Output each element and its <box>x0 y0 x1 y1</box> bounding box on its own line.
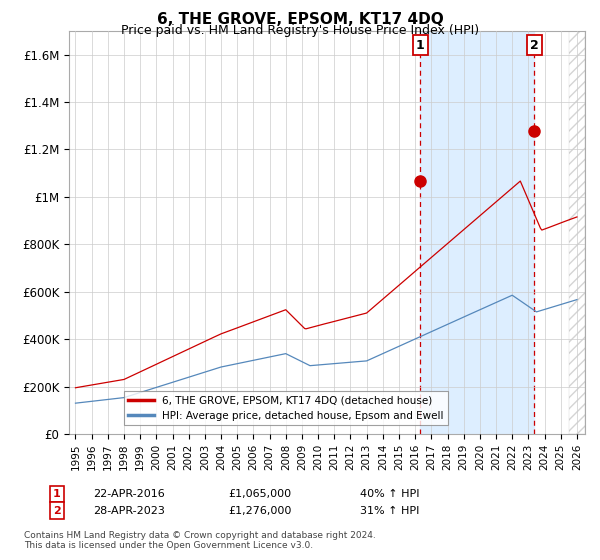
Text: 1: 1 <box>53 489 61 499</box>
Text: £1,065,000: £1,065,000 <box>228 489 291 499</box>
Bar <box>569 31 585 434</box>
Text: 31% ↑ HPI: 31% ↑ HPI <box>360 506 419 516</box>
Text: 1: 1 <box>416 39 424 52</box>
Text: 2: 2 <box>530 39 538 52</box>
Bar <box>420 31 534 434</box>
Bar <box>569 31 585 434</box>
Text: Contains HM Land Registry data © Crown copyright and database right 2024.
This d: Contains HM Land Registry data © Crown c… <box>24 530 376 550</box>
Text: 28-APR-2023: 28-APR-2023 <box>93 506 165 516</box>
Text: £1,276,000: £1,276,000 <box>228 506 292 516</box>
Text: 2: 2 <box>53 506 61 516</box>
Text: 6, THE GROVE, EPSOM, KT17 4DQ: 6, THE GROVE, EPSOM, KT17 4DQ <box>157 12 443 27</box>
Text: 40% ↑ HPI: 40% ↑ HPI <box>360 489 419 499</box>
Legend: 6, THE GROVE, EPSOM, KT17 4DQ (detached house), HPI: Average price, detached hou: 6, THE GROVE, EPSOM, KT17 4DQ (detached … <box>124 391 448 424</box>
Text: 22-APR-2016: 22-APR-2016 <box>93 489 165 499</box>
Text: Price paid vs. HM Land Registry's House Price Index (HPI): Price paid vs. HM Land Registry's House … <box>121 24 479 37</box>
